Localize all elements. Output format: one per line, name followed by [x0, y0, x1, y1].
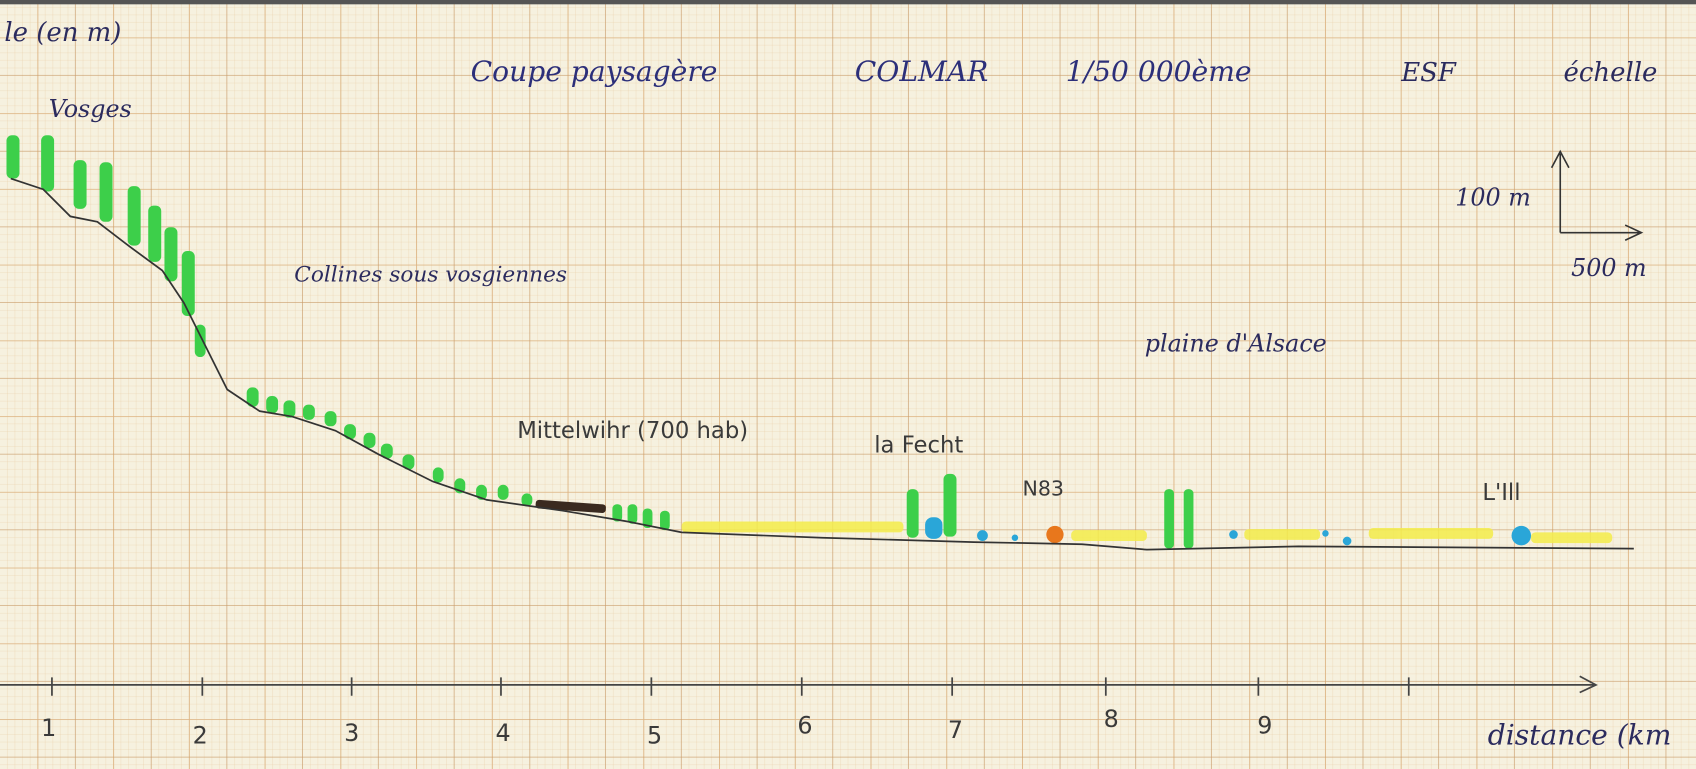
x-axis-labels: 1 2 3 4 5 6 7 8 9: [41, 705, 1272, 749]
title-place: COLMAR: [855, 55, 989, 88]
x-axis-label: 7: [948, 716, 963, 744]
label: Mittelwihr (700 hab): [517, 418, 748, 444]
label: la Fecht: [874, 432, 963, 458]
x-axis-label: 4: [496, 719, 511, 747]
title-scale: 1/50 000ème: [1066, 55, 1252, 88]
x-axis-label: 3: [344, 719, 359, 747]
scale-label: échelle: [1563, 58, 1657, 88]
y-axis-title: le (en m): [4, 18, 121, 48]
x-axis-label: 1: [41, 714, 56, 742]
x-axis-label: 6: [797, 712, 812, 740]
label: N83: [1022, 477, 1064, 501]
village-marker: [535, 499, 606, 513]
vegetation: [6, 135, 1194, 549]
road-marker: [1046, 525, 1064, 544]
author: ESF: [1400, 58, 1457, 88]
title: Coupe paysagère: [471, 55, 718, 88]
x-axis-title: distance (km: [1488, 718, 1672, 751]
label: Collines sous vosgiennes: [294, 262, 567, 287]
x-axis: [0, 675, 1598, 694]
x-axis-ticks: [51, 677, 1410, 696]
fields: [681, 521, 1613, 544]
label: L'Ill: [1482, 480, 1520, 506]
x-axis-label: 2: [193, 721, 208, 749]
x-axis-label: 5: [647, 721, 662, 749]
label: plaine d'Alsace: [1145, 330, 1327, 358]
water: [925, 517, 1532, 546]
scale-horizontal: 500 m: [1571, 254, 1647, 282]
label: Vosges: [49, 95, 132, 123]
terrain-profile: [10, 177, 1634, 551]
scale-vertical: 100 m: [1455, 184, 1531, 212]
scan-edge: [0, 0, 1696, 5]
x-axis-label: 9: [1257, 712, 1272, 740]
x-axis-label: 8: [1104, 705, 1119, 733]
scale-bar: [1550, 149, 1644, 241]
